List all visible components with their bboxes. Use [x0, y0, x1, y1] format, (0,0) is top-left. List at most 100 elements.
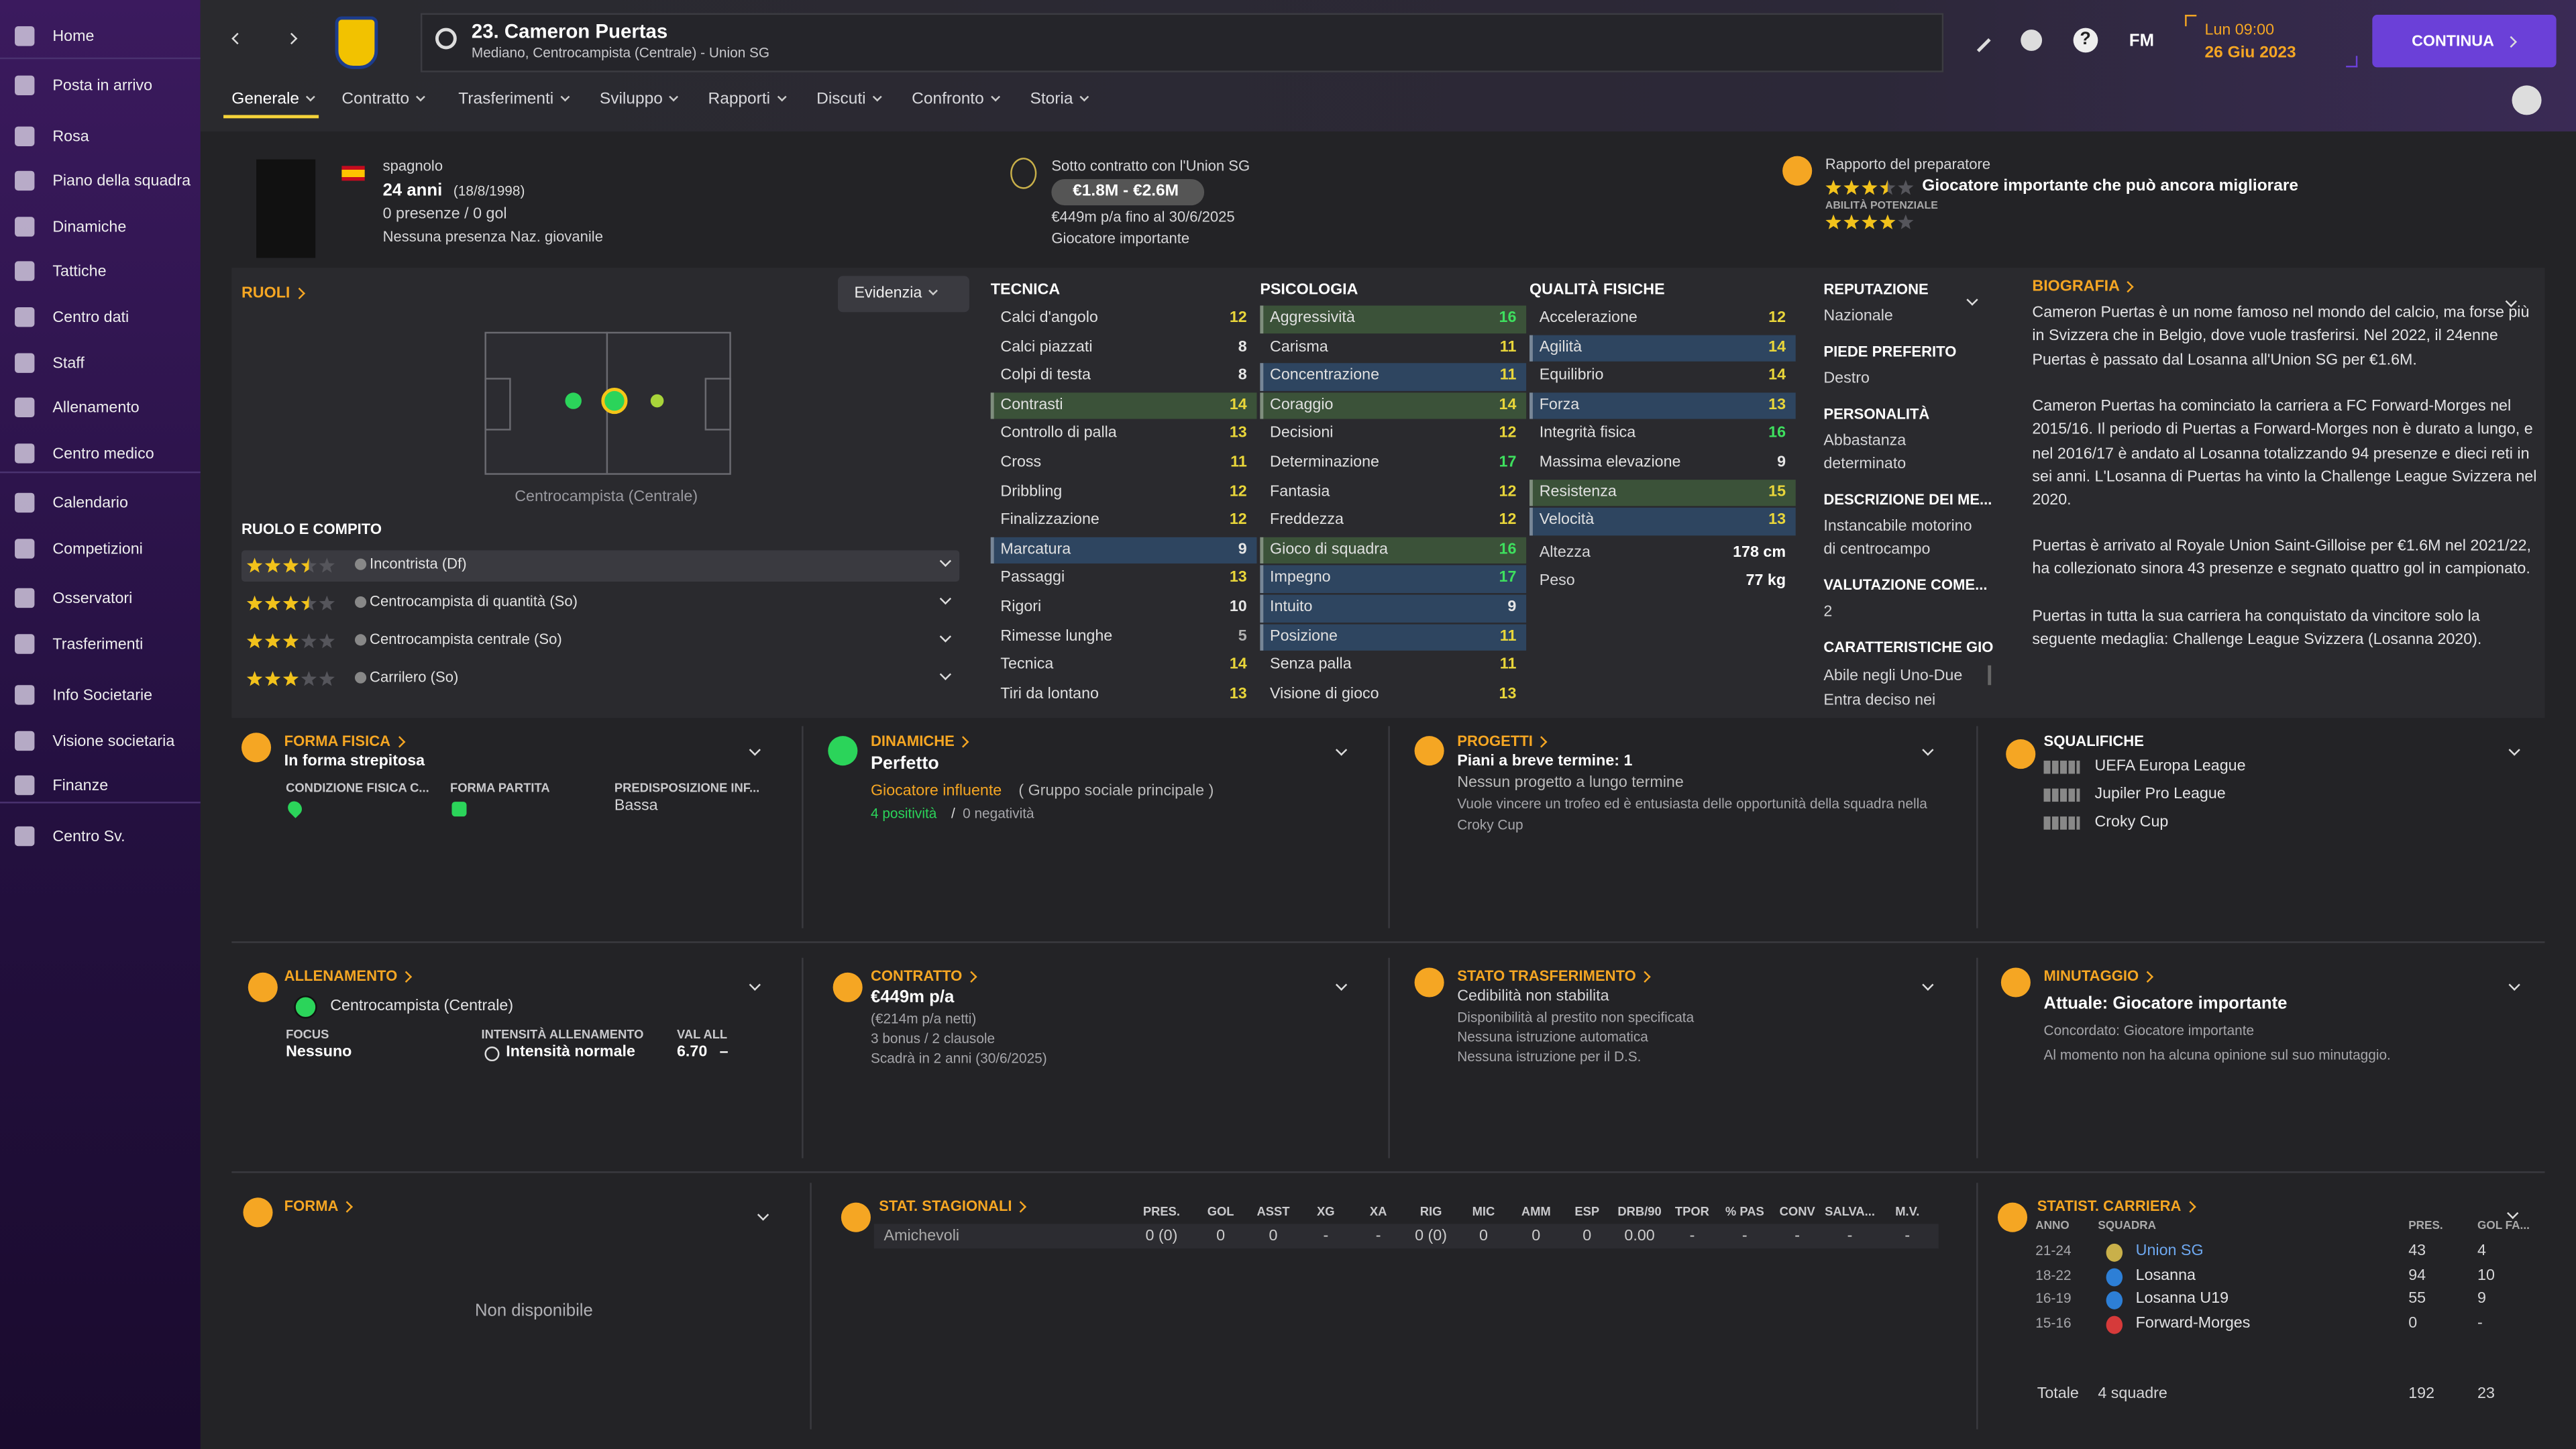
sidebar[interactable]: Dinamiche: [52, 218, 127, 237]
tabs[interactable]: Generale: [231, 91, 314, 111]
team: Losanna: [2135, 1266, 2196, 1285]
highlight-button[interactable]: Evidenzia: [854, 284, 936, 304]
value: Instancabile motorino di centrocampo: [1823, 517, 1972, 559]
chevron[interactable]: [1922, 744, 1934, 756]
sidebar[interactable]: Centro dati: [52, 309, 129, 327]
user-avatar[interactable]: [2512, 85, 2542, 115]
tabs[interactable]: Confronto: [912, 91, 999, 111]
current: Attuale: Giocatore importante: [2043, 994, 2288, 1014]
sidebar[interactable]: Osservatori: [52, 590, 133, 608]
suspension-bar: [2043, 788, 2080, 802]
tabs[interactable]: Sviluppo: [600, 91, 678, 111]
chevron[interactable]: [1922, 979, 1934, 991]
chevron[interactable]: [1335, 979, 1348, 991]
attribute-highlight: [1529, 334, 1796, 362]
silhouette: [256, 159, 316, 258]
headers: XA: [1369, 1204, 1387, 1220]
injury-value: Bassa: [614, 796, 658, 815]
sidebar[interactable]: Home: [52, 28, 95, 46]
wage: €449m p/a: [870, 987, 955, 1008]
focus-label: FOCUS: [286, 1026, 329, 1042]
attribute-value: 14: [1768, 366, 1786, 385]
name: Fantasia: [1270, 482, 1330, 500]
tabs[interactable]: Contratto: [341, 91, 424, 111]
rating: 6.70: [676, 1043, 708, 1062]
name: Calci piazzati: [1000, 337, 1093, 356]
chevron[interactable]: [2508, 979, 2520, 991]
star: [1862, 180, 1878, 195]
star: [301, 595, 309, 610]
name: Carisma: [1270, 337, 1328, 356]
chevron[interactable]: [2508, 744, 2520, 756]
name: Finalizzazione: [1000, 511, 1099, 530]
name: Incontrista (Df): [370, 555, 467, 572]
tabs[interactable]: Trasferimenti: [458, 91, 568, 111]
role-row-selected[interactable]: [241, 550, 960, 582]
sidebar: [0, 0, 201, 1449]
headers: SALVA...: [1825, 1204, 1875, 1220]
label: DESCRIZIONE DEI ME...: [1823, 491, 1992, 508]
value: 77 kg: [1746, 572, 1786, 590]
sidebar[interactable]: Trasferimenti: [52, 635, 144, 654]
search-box[interactable]: [420, 13, 1944, 72]
title: STATIST. CARRIERA: [2037, 1197, 2194, 1216]
attribute-value: 17: [1499, 453, 1517, 472]
attribute-value: 12: [1499, 482, 1517, 500]
position-dot: [601, 387, 628, 415]
headers: TPOR: [1674, 1204, 1709, 1220]
short-term: Piani a breve termine: 1: [1457, 752, 1633, 771]
continue-button[interactable]: [2372, 15, 2557, 68]
sidebar[interactable]: Finanze: [52, 777, 109, 796]
sidebar[interactable]: Posta in arrivo: [52, 77, 153, 96]
name: Posizione: [1270, 627, 1338, 645]
sidebar[interactable]: Rosa: [52, 128, 89, 146]
separator: /: [951, 805, 955, 822]
divider: [231, 941, 2545, 943]
tabs[interactable]: Rapporti: [708, 91, 786, 111]
nationality: spagnolo: [382, 158, 443, 174]
star-rating: [246, 557, 335, 573]
values: -: [1323, 1227, 1329, 1246]
net: (€214m p/a netti): [870, 1010, 977, 1027]
sidebar[interactable]: Info Societarie: [52, 686, 153, 705]
sidebar[interactable]: Tattiche: [52, 262, 107, 281]
values: 0: [1269, 1227, 1278, 1246]
attribute-value: 16: [1768, 424, 1786, 443]
attribute-value: 12: [1499, 511, 1517, 530]
wage: €449m p/a fino al 30/6/2025: [1051, 209, 1235, 225]
nav-icon: [15, 731, 35, 751]
attribute-highlight: [1260, 392, 1527, 420]
injury-label: PREDISPOSIZIONE INF...: [614, 780, 760, 796]
star: [1843, 180, 1860, 195]
attribute-value: 8: [1238, 366, 1247, 385]
tabs[interactable]: Storia: [1030, 91, 1088, 111]
continue[interactable]: CONTINUA: [2412, 32, 2494, 51]
sidebar[interactable]: Staff: [52, 354, 85, 373]
apps: 192: [2408, 1385, 2435, 1403]
chevron[interactable]: [1335, 744, 1348, 756]
star: [264, 633, 281, 649]
sidebar[interactable]: Piano della squadra: [52, 172, 191, 191]
sidebar[interactable]: Allenamento: [52, 399, 140, 418]
value: Entra deciso nei: [1823, 692, 1936, 710]
attribute-highlight: [990, 537, 1257, 564]
attribute-value: 15: [1768, 482, 1786, 500]
nav-icon: [15, 75, 35, 96]
chevron[interactable]: [2507, 1207, 2519, 1220]
attribute-value: 12: [1229, 482, 1247, 500]
position: Centrocampista (Centrale): [515, 488, 698, 506]
attribute-highlight: [1260, 623, 1527, 651]
sidebar[interactable]: Centro Sv.: [52, 828, 125, 847]
star: [1862, 214, 1878, 229]
chevron[interactable]: [749, 744, 761, 756]
sidebar[interactable]: Centro medico: [52, 445, 154, 464]
chevron[interactable]: [757, 1209, 769, 1221]
sidebar[interactable]: Competizioni: [52, 540, 143, 559]
star: [246, 595, 263, 610]
tabs[interactable]: Discuti: [816, 91, 881, 111]
nav-icon: [15, 126, 35, 146]
sidebar[interactable]: Calendario: [52, 494, 128, 513]
sidebar[interactable]: Visione societaria: [52, 733, 175, 751]
chevron[interactable]: [749, 979, 761, 991]
